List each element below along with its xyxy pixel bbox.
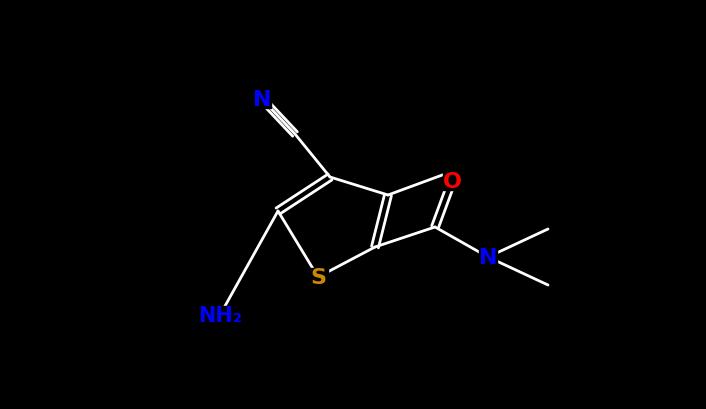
Bar — [201, 306, 239, 324]
Text: NH₂: NH₂ — [198, 305, 242, 325]
Text: O: O — [443, 172, 462, 191]
Bar — [253, 91, 271, 109]
Text: N: N — [479, 247, 497, 267]
Text: N: N — [253, 90, 271, 110]
Bar — [308, 268, 328, 286]
Text: S: S — [310, 267, 326, 287]
Bar — [479, 248, 497, 266]
Bar — [443, 173, 461, 191]
